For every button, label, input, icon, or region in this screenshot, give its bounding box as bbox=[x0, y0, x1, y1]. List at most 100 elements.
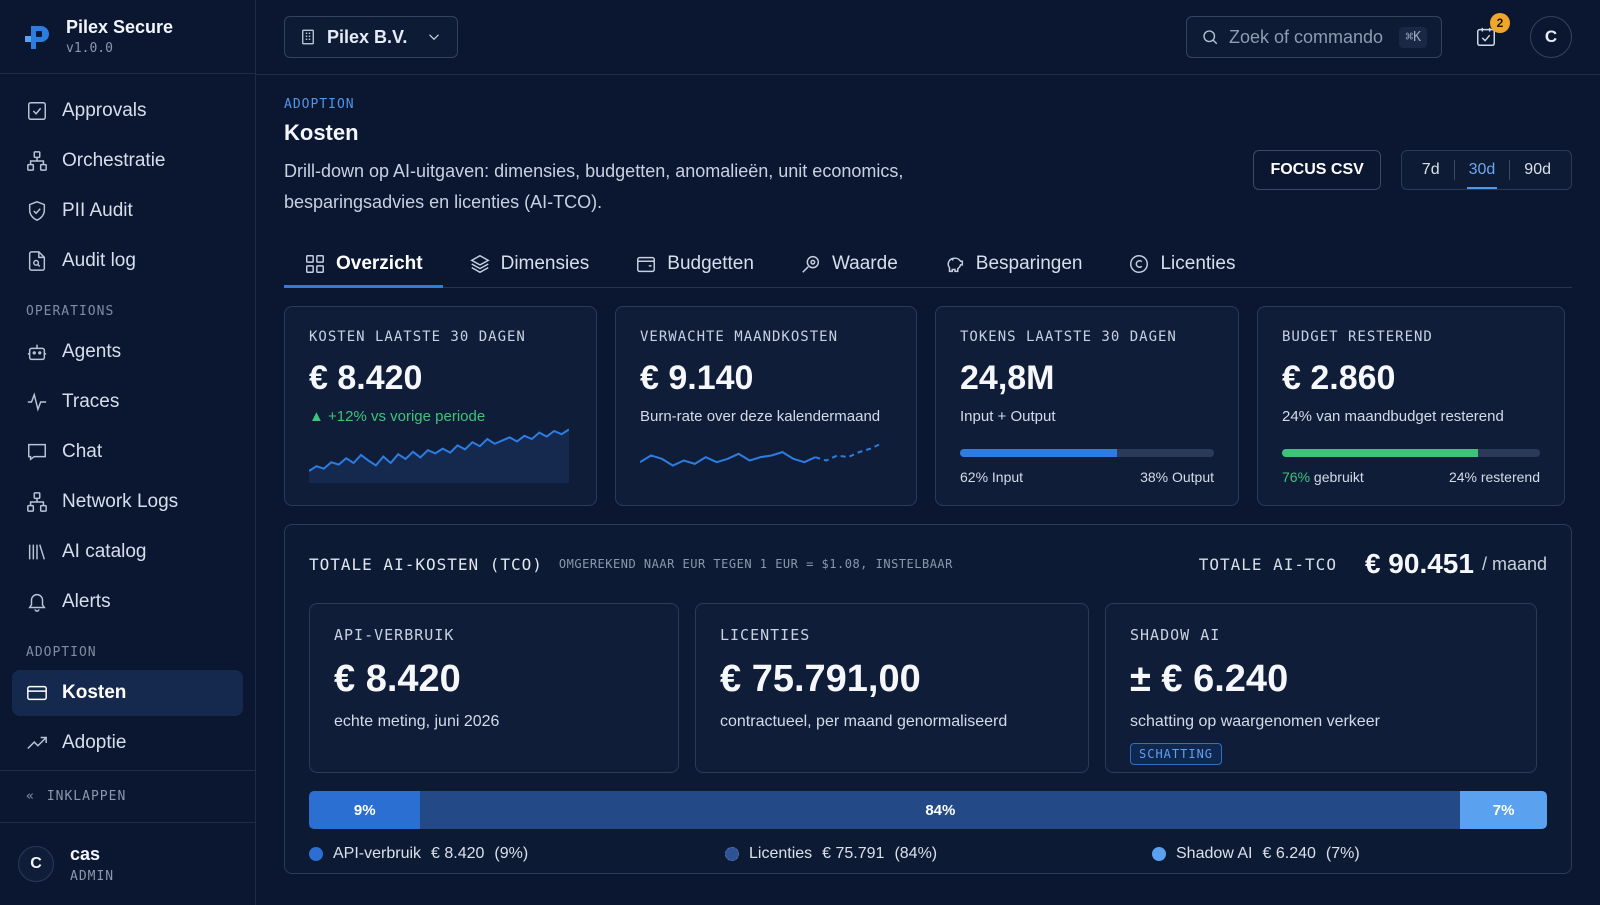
search-icon bbox=[1203, 30, 1218, 45]
legend-item-shadow-ai: Shadow AI € 6.240 (7%) bbox=[1152, 845, 1360, 863]
tco-card-sub: schatting op waargenomen verkeer bbox=[1130, 713, 1380, 730]
sidebar-item-approvals[interactable]: Approvals bbox=[12, 88, 243, 134]
notifications-button[interactable]: 2 bbox=[1468, 13, 1510, 55]
sidebar-item-label: Adoptie bbox=[62, 732, 127, 754]
tco-split-bar: 9% 84% 7% bbox=[309, 791, 1547, 829]
tab-label: Besparingen bbox=[975, 252, 1083, 274]
collapse-label: INKLAPPEN bbox=[46, 789, 127, 805]
sidebar-item-orchestratie[interactable]: Orchestratie bbox=[12, 138, 243, 184]
user-role: ADMIN bbox=[70, 868, 115, 884]
legend-item-api: API-verbruik € 8.420 (9%) bbox=[309, 845, 725, 863]
sidebar-item-chat[interactable]: Chat bbox=[12, 429, 243, 475]
tab-besparingen[interactable]: Besparingen bbox=[924, 240, 1103, 287]
sidebar-item-adoptie[interactable]: Adoptie bbox=[12, 720, 243, 766]
sidebar-item-audit-log[interactable]: Audit log bbox=[12, 238, 243, 284]
sidebar-item-traces[interactable]: Traces bbox=[12, 379, 243, 425]
kpi-sub: Burn-rate over deze kalendermaand bbox=[640, 408, 881, 425]
kpi-sub: Input + Output bbox=[960, 408, 1056, 425]
tab-licenties[interactable]: Licenties bbox=[1108, 240, 1255, 287]
tco-legend: API-verbruik € 8.420 (9%) Licenties € 75… bbox=[309, 845, 1547, 863]
chevron-down-icon bbox=[429, 34, 440, 41]
sidebar-item-label: Traces bbox=[62, 391, 120, 413]
tco-total-unit: / maand bbox=[1481, 553, 1547, 574]
kpi-trend-text: +12% vs vorige periode bbox=[328, 408, 486, 425]
split-segment-licenses: 84% bbox=[420, 791, 1461, 829]
legend-pct: (7%) bbox=[1325, 845, 1360, 862]
content: ADOPTION Kosten Drill-down op AI-uitgave… bbox=[256, 75, 1600, 874]
sidebar-item-label: Alerts bbox=[62, 591, 111, 613]
wallet-icon bbox=[637, 256, 656, 272]
nav-section-adoption: ADOPTION bbox=[26, 645, 97, 661]
tab-overzicht[interactable]: Overzicht bbox=[284, 240, 443, 288]
legend-dot bbox=[725, 847, 739, 861]
tab-budgetten[interactable]: Budgetten bbox=[615, 240, 774, 287]
sidebar-item-agents[interactable]: Agents bbox=[12, 329, 243, 375]
tco-card-licenses[interactable]: LICENTIES € 75.791,00 contractueel, per … bbox=[695, 603, 1089, 773]
brand[interactable]: Pilex Secure v1.0.0 bbox=[0, 0, 255, 75]
range-7d[interactable]: 7d bbox=[1421, 161, 1440, 178]
sidebar-item-kosten[interactable]: Kosten bbox=[12, 670, 243, 717]
legend-value: € 75.791 bbox=[822, 845, 885, 862]
sparkline-line bbox=[309, 428, 569, 472]
sidebar-item-network-logs[interactable]: Network Logs bbox=[12, 479, 243, 525]
forecast-sparkline bbox=[640, 442, 882, 467]
piggy-bank-icon bbox=[947, 256, 963, 272]
estimate-tag: SCHATTING bbox=[1130, 743, 1223, 765]
kpi-row: KOSTEN LAATSTE 30 DAGEN € 8.420 ▲ +12% v… bbox=[284, 306, 1572, 506]
range-30d[interactable]: 30d bbox=[1453, 160, 1510, 189]
org-selector[interactable]: Pilex B.V. bbox=[284, 16, 459, 58]
budget-used-text: gebruikt bbox=[1310, 469, 1364, 485]
tco-total-label: TOTALE AI-TCO bbox=[1198, 554, 1337, 574]
brand-version: v1.0.0 bbox=[66, 41, 113, 57]
budget-remaining-fill bbox=[1478, 449, 1540, 457]
search-input[interactable]: Zoek of commando ⌘K bbox=[1186, 16, 1442, 58]
tco-card-api[interactable]: API-VERBRUIK € 8.420 echte meting, juni … bbox=[309, 603, 679, 773]
user-profile[interactable]: C cas ADMIN bbox=[0, 821, 255, 905]
tco-total-value: € 90.451 bbox=[1364, 548, 1474, 579]
kpi-value: € 8.420 bbox=[309, 359, 423, 397]
sidebar-item-alerts[interactable]: Alerts bbox=[12, 579, 243, 625]
tco-card-shadow-ai[interactable]: SHADOW AI ± € 6.240 schatting op waargen… bbox=[1105, 603, 1537, 773]
tab-label: Dimensies bbox=[500, 252, 590, 274]
budget-used-fill bbox=[1282, 449, 1479, 457]
tab-dimensies[interactable]: Dimensies bbox=[449, 240, 610, 287]
sidebar: Pilex Secure v1.0.0 Approvals Orchestrat… bbox=[0, 0, 256, 905]
collapse-sidebar-button[interactable]: « INKLAPPEN bbox=[0, 770, 255, 822]
card-icon bbox=[27, 686, 47, 701]
tab-waarde[interactable]: Waarde bbox=[780, 240, 918, 287]
legend-item-licenses: Licenties € 75.791 (84%) bbox=[725, 845, 1152, 863]
activity-icon bbox=[27, 392, 47, 413]
tco-cards: API-VERBRUIK € 8.420 echte meting, juni … bbox=[309, 603, 1547, 773]
shield-check-icon bbox=[28, 201, 46, 222]
token-output-legend: 38% Output bbox=[1140, 469, 1214, 485]
kpi-card-tokens[interactable]: TOKENS LAATSTE 30 DAGEN 24,8M Input + Ou… bbox=[935, 306, 1239, 506]
bell-icon bbox=[28, 594, 46, 613]
tco-card-value: € 75.791,00 bbox=[720, 658, 921, 700]
tco-note: OMGEREKEND NAAR EUR TEGEN 1 EUR = $1.08,… bbox=[558, 557, 953, 571]
avatar: C bbox=[18, 845, 54, 882]
pilex-logo-icon bbox=[25, 25, 49, 49]
forecast-line bbox=[815, 442, 882, 462]
value-icon bbox=[802, 255, 820, 273]
token-split-bar bbox=[960, 449, 1214, 457]
top-avatar[interactable]: C bbox=[1530, 16, 1572, 58]
sidebar-item-label: Approvals bbox=[62, 100, 147, 122]
main-area: Pilex B.V. Zoek of commando ⌘K 2 C ADOPT… bbox=[256, 0, 1600, 905]
sidebar-item-label: Kosten bbox=[62, 682, 127, 704]
kpi-card-budget[interactable]: BUDGET RESTEREND € 2.860 24% van maandbu… bbox=[1257, 306, 1565, 506]
range-90d[interactable]: 90d bbox=[1509, 160, 1565, 180]
kpi-value: 24,8M bbox=[960, 359, 1055, 397]
legend-pct: (9%) bbox=[494, 845, 529, 862]
sidebar-item-pii-audit[interactable]: PII Audit bbox=[12, 188, 243, 234]
focus-csv-button[interactable]: FOCUS CSV bbox=[1253, 150, 1381, 190]
sidebar-item-ai-catalog[interactable]: AI catalog bbox=[12, 529, 243, 575]
kpi-card-costs[interactable]: KOSTEN LAATSTE 30 DAGEN € 8.420 ▲ +12% v… bbox=[284, 306, 597, 506]
kpi-card-forecast[interactable]: VERWACHTE MAANDKOSTEN € 9.140 Burn-rate … bbox=[615, 306, 917, 506]
header-actions: FOCUS CSV 7d 30d 90d bbox=[1253, 150, 1572, 190]
kpi-trend: ▲ +12% vs vorige periode bbox=[309, 408, 572, 425]
tco-panel: TOTALE AI-KOSTEN (TCO) OMGEREKEND NAAR E… bbox=[284, 524, 1572, 874]
sidebar-item-label: AI catalog bbox=[62, 541, 147, 563]
copyright-icon bbox=[1130, 254, 1149, 273]
tasks-check-icon bbox=[1477, 27, 1495, 46]
tco-card-label: SHADOW AI bbox=[1130, 626, 1221, 644]
